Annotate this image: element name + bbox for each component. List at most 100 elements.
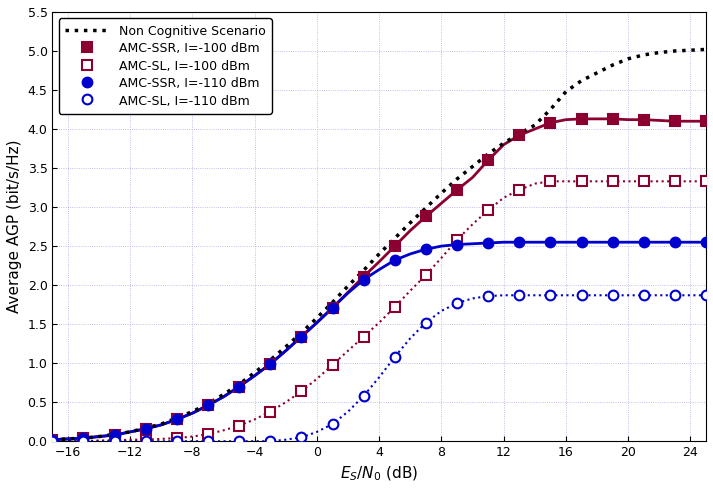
AMC-SL, I=-110 dBm [266, 438, 275, 444]
AMC-SSR, I=-110 dBm [359, 277, 368, 283]
Non Cognitive Scenario [157, 421, 165, 427]
AMC-SSR, I=-100 dBm [328, 305, 337, 311]
Line: AMC-SSR, I=-110 dBm: AMC-SSR, I=-110 dBm [48, 237, 711, 444]
Non Cognitive Scenario [173, 415, 181, 421]
AMC-SL, I=-110 dBm [702, 293, 710, 298]
AMC-SL, I=-100 dBm [484, 207, 493, 213]
AMC-SSR, I=-100 dBm [640, 117, 648, 122]
AMC-SL, I=-110 dBm [391, 354, 399, 360]
Non Cognitive Scenario [391, 235, 399, 241]
AMC-SL, I=-110 dBm [235, 438, 243, 444]
Non Cognitive Scenario [313, 315, 322, 321]
Line: AMC-SL, I=-100 dBm: AMC-SL, I=-100 dBm [48, 176, 711, 446]
AMC-SSR, I=-110 dBm [79, 435, 88, 441]
AMC-SSR, I=-110 dBm [671, 239, 679, 245]
AMC-SSR, I=-100 dBm [421, 214, 430, 220]
AMC-SSR, I=-110 dBm [484, 240, 493, 246]
AMC-SSR, I=-110 dBm [391, 257, 399, 263]
AMC-SSR, I=-110 dBm [111, 432, 119, 438]
Non Cognitive Scenario [546, 106, 555, 112]
Non Cognitive Scenario [95, 434, 103, 440]
AMC-SSR, I=-100 dBm [453, 187, 461, 193]
AMC-SL, I=-100 dBm [421, 272, 430, 278]
AMC-SSR, I=-110 dBm [453, 242, 461, 247]
Non Cognitive Scenario [235, 381, 243, 387]
AMC-SL, I=-100 dBm [328, 362, 337, 368]
AMC-SSR, I=-100 dBm [266, 361, 275, 367]
AMC-SL, I=-100 dBm [608, 178, 617, 184]
AMC-SL, I=-110 dBm [204, 438, 212, 444]
AMC-SSR, I=-110 dBm [204, 402, 212, 408]
AMC-SL, I=-100 dBm [204, 431, 212, 437]
Non Cognitive Scenario [220, 392, 228, 397]
X-axis label: $E_S/N_0$ (dB): $E_S/N_0$ (dB) [340, 465, 419, 483]
AMC-SL, I=-110 dBm [671, 293, 679, 298]
AMC-SL, I=-110 dBm [141, 438, 150, 444]
AMC-SL, I=-110 dBm [328, 421, 337, 427]
AMC-SL, I=-100 dBm [235, 423, 243, 429]
AMC-SSR, I=-100 dBm [141, 426, 150, 432]
AMC-SL, I=-110 dBm [359, 393, 368, 399]
Non Cognitive Scenario [328, 299, 337, 305]
AMC-SL, I=-100 dBm [173, 435, 181, 441]
AMC-SSR, I=-100 dBm [79, 435, 88, 441]
AMC-SL, I=-110 dBm [297, 435, 306, 441]
Non Cognitive Scenario [468, 164, 477, 170]
AMC-SL, I=-110 dBm [578, 293, 586, 298]
Non Cognitive Scenario [126, 429, 135, 435]
AMC-SSR, I=-100 dBm [546, 120, 555, 126]
Non Cognitive Scenario [406, 220, 415, 225]
Non Cognitive Scenario [188, 409, 197, 415]
AMC-SSR, I=-100 dBm [578, 116, 586, 122]
AMC-SL, I=-110 dBm [421, 319, 430, 325]
Non Cognitive Scenario [421, 205, 430, 211]
Non Cognitive Scenario [624, 56, 632, 62]
Non Cognitive Scenario [608, 62, 617, 68]
AMC-SL, I=-100 dBm [111, 438, 119, 443]
AMC-SSR, I=-100 dBm [702, 118, 710, 124]
AMC-SSR, I=-100 dBm [297, 334, 306, 340]
AMC-SL, I=-110 dBm [173, 438, 181, 444]
AMC-SL, I=-100 dBm [297, 389, 306, 394]
Non Cognitive Scenario [111, 431, 119, 437]
Non Cognitive Scenario [282, 344, 290, 350]
AMC-SSR, I=-110 dBm [578, 239, 586, 245]
AMC-SL, I=-110 dBm [640, 293, 648, 298]
AMC-SL, I=-100 dBm [546, 178, 555, 184]
Non Cognitive Scenario [702, 47, 710, 52]
Non Cognitive Scenario [141, 425, 150, 431]
Non Cognitive Scenario [530, 122, 539, 128]
AMC-SSR, I=-100 dBm [671, 118, 679, 124]
AMC-SSR, I=-100 dBm [173, 416, 181, 422]
AMC-SL, I=-100 dBm [141, 437, 150, 442]
AMC-SSR, I=-100 dBm [235, 384, 243, 390]
AMC-SSR, I=-100 dBm [484, 157, 493, 163]
Non Cognitive Scenario [266, 357, 275, 363]
Line: AMC-SSR, I=-100 dBm: AMC-SSR, I=-100 dBm [48, 114, 711, 444]
AMC-SSR, I=-100 dBm [391, 243, 399, 249]
AMC-SL, I=-100 dBm [266, 409, 275, 415]
AMC-SSR, I=-110 dBm [173, 416, 181, 422]
AMC-SL, I=-100 dBm [640, 178, 648, 184]
Non Cognitive Scenario [453, 176, 461, 182]
AMC-SL, I=-110 dBm [608, 293, 617, 298]
Line: Non Cognitive Scenario: Non Cognitive Scenario [52, 49, 706, 440]
AMC-SL, I=-110 dBm [515, 293, 523, 298]
AMC-SL, I=-110 dBm [484, 293, 493, 299]
AMC-SSR, I=-100 dBm [111, 432, 119, 438]
Non Cognitive Scenario [499, 140, 508, 146]
AMC-SL, I=-100 dBm [453, 237, 461, 243]
Non Cognitive Scenario [515, 131, 523, 137]
Non Cognitive Scenario [79, 435, 88, 441]
AMC-SSR, I=-110 dBm [515, 239, 523, 245]
AMC-SSR, I=-100 dBm [204, 402, 212, 408]
AMC-SL, I=-100 dBm [391, 304, 399, 310]
AMC-SL, I=-100 dBm [79, 438, 88, 444]
AMC-SL, I=-100 dBm [671, 178, 679, 184]
Non Cognitive Scenario [655, 49, 664, 55]
Non Cognitive Scenario [359, 268, 368, 273]
Non Cognitive Scenario [562, 89, 570, 95]
AMC-SSR, I=-110 dBm [640, 239, 648, 245]
AMC-SSR, I=-110 dBm [328, 305, 337, 311]
AMC-SSR, I=-110 dBm [141, 426, 150, 432]
